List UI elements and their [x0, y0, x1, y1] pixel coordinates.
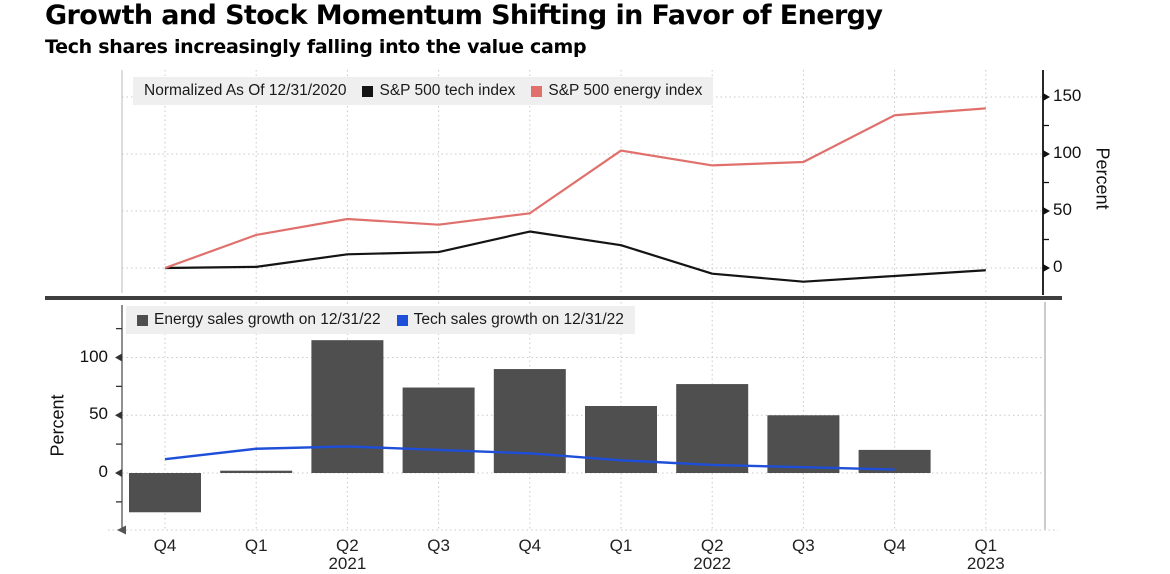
panel-divider [45, 296, 1062, 300]
x-year-label-2022: 2022 [682, 554, 742, 574]
energy-bar-Q2-6 [676, 384, 748, 473]
legend-swatch-icon [362, 86, 373, 97]
legend-item-tech-index: S&P 500 tech index [362, 82, 515, 100]
top-y-tickmark-100 [1043, 150, 1050, 158]
legend-label: Tech sales growth on 12/31/22 [414, 311, 624, 329]
energy-bar-Q1-5 [585, 406, 657, 473]
energy-bar-Q3-7 [767, 415, 839, 473]
top-y-tick-label-50: 50 [1053, 200, 1072, 220]
bottom-y-tickmark-50 [115, 411, 122, 419]
legend-note: Normalized As Of 12/31/2020 [144, 82, 346, 100]
legend-swatch-icon [137, 315, 148, 326]
top-y-tickmark-150 [1043, 93, 1050, 101]
legend-item-energy-index: S&P 500 energy index [531, 82, 702, 100]
bottom-y-tickmark-100 [115, 354, 122, 362]
top-y-tick-label-0: 0 [1053, 257, 1062, 277]
top-y-tick-label-100: 100 [1053, 143, 1081, 163]
x-tick-label-0: Q4 [135, 536, 195, 556]
x-tick-label-4: Q4 [500, 536, 560, 556]
x-tick-label-5: Q1 [591, 536, 651, 556]
top-y-axis-title: Percent [1092, 139, 1113, 219]
legend-swatch-icon [397, 315, 408, 326]
energy-bar-Q2-2 [311, 340, 383, 473]
tech-index-line [165, 232, 986, 282]
x-tick-label-9: Q1 [956, 536, 1016, 556]
x-year-label-2021: 2021 [317, 554, 377, 574]
legend-label: S&P 500 tech index [379, 82, 515, 100]
bottom-y-tick-label-100: 100 [60, 347, 108, 367]
bottom-y-tick-label-50: 50 [60, 404, 108, 424]
legend-label: S&P 500 energy index [548, 82, 702, 100]
energy-bar-Q4-0 [129, 473, 201, 512]
x-tick-label-2: Q2 [317, 536, 377, 556]
legend-swatch-icon [531, 86, 542, 97]
top-y-tickmark-0 [1043, 264, 1050, 272]
x-tick-label-3: Q3 [409, 536, 469, 556]
energy-bar-Q3-3 [403, 388, 475, 473]
legend-item-tech-sales-growth: Tech sales growth on 12/31/22 [397, 311, 624, 329]
top-chart-legend: Normalized As Of 12/31/2020 S&P 500 tech … [133, 77, 713, 105]
bottom-chart-legend: Energy sales growth on 12/31/22 Tech sale… [126, 306, 635, 334]
energy-bar-Q1-1 [220, 471, 292, 473]
legend-item-energy-sales-growth: Energy sales growth on 12/31/22 [137, 311, 381, 329]
x-tick-label-7: Q3 [773, 536, 833, 556]
top-y-tickmark-50 [1043, 207, 1050, 215]
bottom-y-axis-title: Percent [48, 386, 69, 466]
energy-bar-Q4-4 [494, 369, 566, 473]
bottom-y-tick-label-0: 0 [60, 462, 108, 482]
energy-index-line [165, 108, 986, 268]
chart-canvas: Growth and Stock Momentum Shifting in Fa… [0, 0, 1170, 574]
bottom-y-tickmark-0 [115, 469, 122, 477]
top-y-tick-label-150: 150 [1053, 86, 1081, 106]
x-year-label-2023: 2023 [956, 554, 1016, 574]
x-tick-label-6: Q2 [682, 536, 742, 556]
x-tick-label-1: Q1 [226, 536, 286, 556]
legend-label: Energy sales growth on 12/31/22 [154, 311, 381, 329]
x-tick-label-8: Q4 [865, 536, 925, 556]
